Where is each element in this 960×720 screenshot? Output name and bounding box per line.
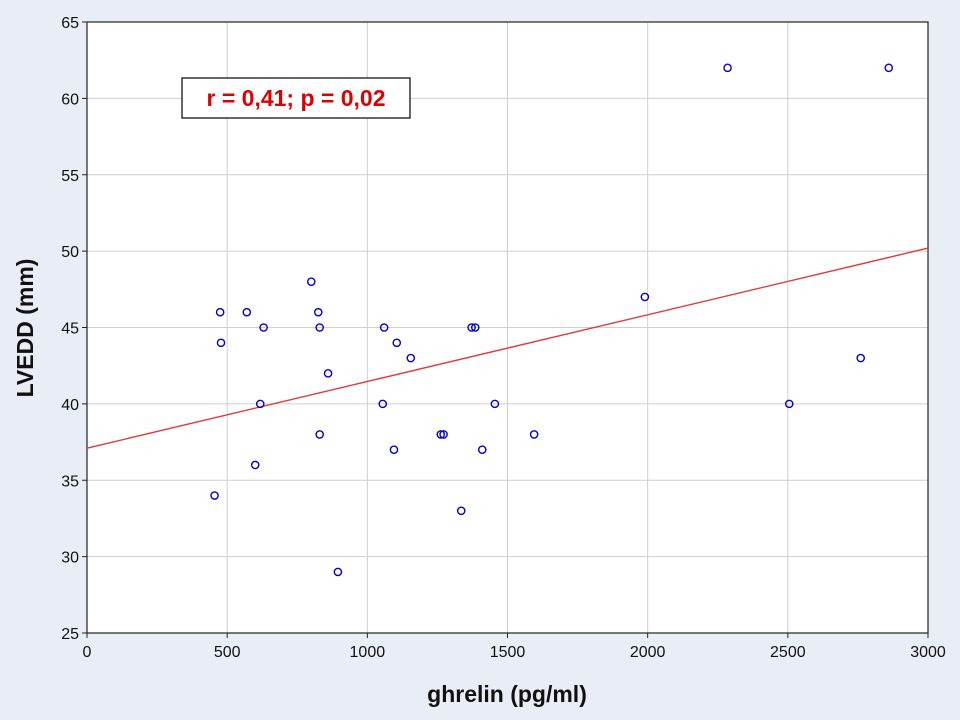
data-point xyxy=(392,338,402,348)
data-point xyxy=(470,323,480,332)
x-tick-label: 1000 xyxy=(350,644,386,661)
data-point xyxy=(259,323,268,332)
data-point xyxy=(323,369,333,378)
data-point xyxy=(255,399,265,409)
y-tick-label: 35 xyxy=(61,473,79,490)
stats-annotation: r = 0,41; p = 0,02 xyxy=(181,77,411,119)
grid-lines xyxy=(87,22,928,633)
x-axis-title: ghrelin (pg/ml) xyxy=(427,681,587,707)
x-tick-label: 0 xyxy=(83,644,92,661)
data-point xyxy=(306,277,316,286)
x-tick-label: 2000 xyxy=(630,644,666,661)
data-point xyxy=(378,399,388,409)
data-point xyxy=(456,506,466,516)
data-point xyxy=(490,399,500,409)
data-point xyxy=(640,292,650,302)
data-point xyxy=(389,445,399,455)
data-point xyxy=(333,567,343,577)
y-tick-label: 45 xyxy=(61,321,79,338)
regression-line-group xyxy=(86,247,929,449)
y-tick-label: 65 xyxy=(61,15,79,32)
data-point xyxy=(215,307,225,317)
y-axis-title: LVEDD (mm) xyxy=(12,259,38,398)
stats-annotation-text: r = 0,41; p = 0,02 xyxy=(206,85,385,111)
stats-annotation-box xyxy=(181,77,411,119)
regression-line xyxy=(86,247,929,449)
data-point xyxy=(210,491,219,500)
data-point xyxy=(723,63,732,73)
y-tick-label: 30 xyxy=(61,550,79,567)
y-tick-label: 55 xyxy=(61,168,79,185)
data-point xyxy=(529,430,539,439)
data-points xyxy=(210,63,894,577)
data-point xyxy=(315,430,324,439)
data-point xyxy=(315,323,324,332)
data-point xyxy=(216,338,226,348)
data-point xyxy=(784,399,794,409)
y-tick-label: 50 xyxy=(61,244,79,261)
x-tick-label: 500 xyxy=(214,644,241,661)
y-tick-label: 60 xyxy=(61,91,79,108)
x-tick-label: 1500 xyxy=(490,644,526,661)
data-point xyxy=(406,353,416,363)
x-tick-label: 3000 xyxy=(910,644,946,661)
data-point xyxy=(250,460,260,470)
data-point xyxy=(467,323,476,332)
data-point xyxy=(884,63,894,73)
data-point xyxy=(379,323,389,332)
y-tick-label: 25 xyxy=(61,626,79,643)
data-point xyxy=(242,307,252,317)
data-point xyxy=(439,430,448,439)
data-point xyxy=(477,445,487,455)
data-point xyxy=(313,307,323,317)
data-point xyxy=(856,353,866,363)
data-point xyxy=(436,430,446,439)
axis-ticks: 0 500 1000 1500 2000 2500 3000 25 30 35 40 45 50 55 60… xyxy=(61,15,946,661)
x-tick-label: 2500 xyxy=(770,644,806,661)
y-tick-label: 40 xyxy=(61,397,79,414)
